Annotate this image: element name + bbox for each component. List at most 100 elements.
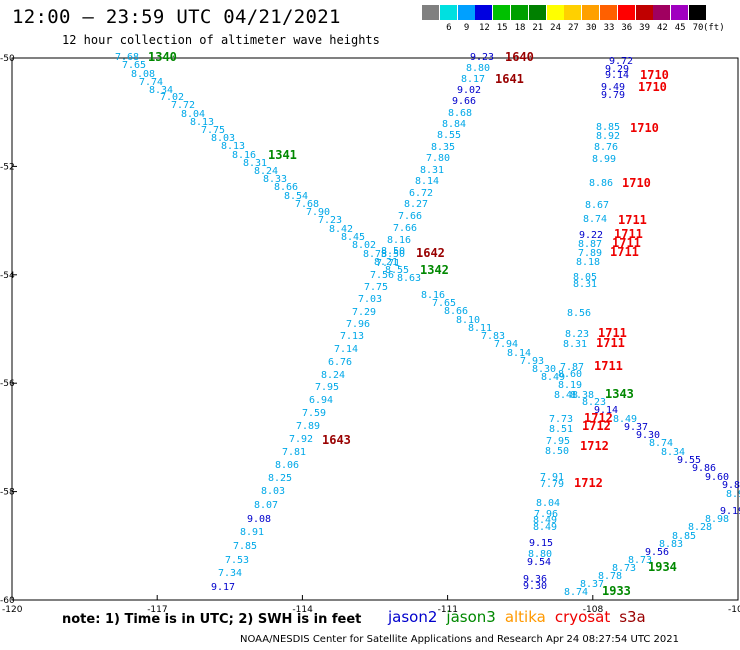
scale-label: 27	[567, 23, 579, 33]
wave-height-value: 7.89	[296, 421, 320, 432]
wave-height-value: 9.37	[624, 422, 648, 433]
wave-height-value: 8.25	[268, 473, 292, 484]
wave-height-value: 8.31	[573, 279, 597, 290]
scale-swatch	[653, 5, 671, 20]
wave-height-value: 8.05	[573, 272, 597, 283]
wave-height-value: 7.23	[318, 215, 342, 226]
wave-height-value: 8.9	[726, 489, 740, 500]
scale-swatch	[439, 5, 457, 20]
x-tick-label: -117	[147, 605, 167, 615]
wave-height-value: 8.92	[596, 131, 620, 142]
page-title: 12:00 – 23:59 UTC 04/21/2021	[12, 6, 341, 28]
wave-height-value: 7.13	[340, 331, 364, 342]
wave-height-value: 8.10	[456, 315, 480, 326]
wave-height-value: 9.55	[677, 455, 701, 466]
scale-label: 6	[446, 23, 452, 33]
wave-height-value: 8.83	[659, 539, 683, 550]
wave-height-value: 9.29	[605, 64, 629, 75]
wave-height-value: 8.14	[415, 176, 439, 187]
wave-height-value: 7.79	[540, 479, 564, 490]
wave-height-value: 9.17	[211, 582, 235, 593]
wave-height-value: 8.27	[404, 199, 428, 210]
wave-height-value: 7.74	[139, 77, 163, 88]
y-tick-label: -60	[0, 596, 15, 606]
wave-height-value: 8.21	[374, 257, 398, 268]
wave-height-value: 8.24	[254, 166, 278, 177]
wave-height-value: 9.79	[601, 90, 625, 101]
wave-height-value: 8.45	[341, 232, 365, 243]
orbit-number: 1710	[638, 80, 667, 94]
wave-height-value: 8.34	[149, 85, 173, 96]
wave-height-value: 8.50	[381, 246, 405, 257]
orbit-number: 1640	[505, 50, 534, 64]
wave-height-value: 7.91	[540, 472, 564, 483]
orbit-number: 1643	[322, 433, 351, 447]
wave-height-value: 8.38	[570, 390, 594, 401]
wave-height-value: 7.68	[115, 52, 139, 63]
wave-height-value: 8.91	[240, 527, 264, 538]
wave-height-value: 9.22	[579, 230, 603, 241]
scale-swatch	[689, 5, 706, 20]
satellite-legend: jason2 jason3 altika cryosat s3a	[388, 608, 655, 626]
wave-height-value: 8.50	[381, 249, 405, 260]
wave-height-value: 9.08	[247, 514, 271, 525]
wave-height-value: 9.72	[609, 56, 633, 67]
wave-height-value: 9.60	[705, 472, 729, 483]
orbit-number: 1710	[640, 68, 669, 82]
wave-height-value: 9.56	[645, 547, 669, 558]
wave-height-value: 7.95	[315, 382, 339, 393]
wave-height-value: 8.23	[582, 397, 606, 408]
wave-height-value: 8.66	[274, 182, 298, 193]
y-tick-label: -54	[0, 271, 15, 281]
wave-height-value: 7.72	[171, 100, 195, 111]
scale-swatch	[546, 5, 564, 20]
wave-height-value: 8.63	[397, 273, 421, 284]
wave-height-value: 7.85	[233, 541, 257, 552]
wave-height-value: 9.14	[594, 405, 618, 416]
wave-height-value: 8.13	[190, 117, 214, 128]
wave-height-value: 8.78	[598, 571, 622, 582]
wave-height-value: 9.30	[523, 581, 547, 592]
wave-height-value: 8.75	[363, 249, 387, 260]
satellite-legend-jason2: jason2	[388, 608, 438, 626]
orbit-number: 1711	[596, 336, 625, 350]
wave-height-value: 7.75	[201, 125, 225, 136]
wave-height-value: 7.53	[225, 555, 249, 566]
wave-height-value: 8.80	[466, 63, 490, 74]
credit-footer: NOAA/NESDIS Center for Satellite Applica…	[240, 634, 679, 645]
scale-swatch	[528, 5, 546, 20]
wave-height-value: 8.13	[221, 141, 245, 152]
wave-height-value: 8.06	[275, 460, 299, 471]
x-tick-label: -111	[438, 605, 458, 615]
wave-height-value: 9.15	[529, 538, 553, 549]
wave-height-value: 7.89	[578, 248, 602, 259]
wave-height-value: 8.76	[594, 142, 618, 153]
wave-height-value: 8.31	[243, 158, 267, 169]
orbit-number: 1343	[605, 387, 634, 401]
wave-height-value: 8.34	[661, 447, 685, 458]
wave-height-value: 8.04	[536, 498, 560, 509]
orbit-number: 1711	[598, 326, 627, 340]
wave-height-value: 8.49	[613, 414, 637, 425]
wave-height-value: 8.16	[232, 150, 256, 161]
wave-height-value: 8.74	[564, 587, 588, 598]
wave-height-value: 8.49	[533, 522, 557, 533]
x-tick-label: -108	[583, 605, 604, 615]
satellite-legend-s3a: s3a	[619, 608, 646, 626]
wave-height-value: 8.19	[558, 380, 582, 391]
orbit-number: 1712	[580, 439, 609, 453]
orbit-number: 1342	[420, 263, 449, 277]
y-tick-label: -56	[0, 379, 15, 389]
orbit-number: 1711	[594, 359, 623, 373]
y-tick-label: -52	[0, 162, 15, 172]
scale-label: 30	[585, 23, 597, 33]
scale-swatch	[475, 5, 493, 20]
wave-height-value: 7.94	[494, 339, 518, 350]
scale-swatch	[457, 5, 475, 20]
scale-swatch	[617, 5, 635, 20]
wave-height-value: 8.16	[421, 290, 445, 301]
scale-swatch	[582, 5, 600, 20]
orbit-number: 1712	[584, 411, 613, 425]
wave-height-value: 7.34	[218, 568, 242, 579]
